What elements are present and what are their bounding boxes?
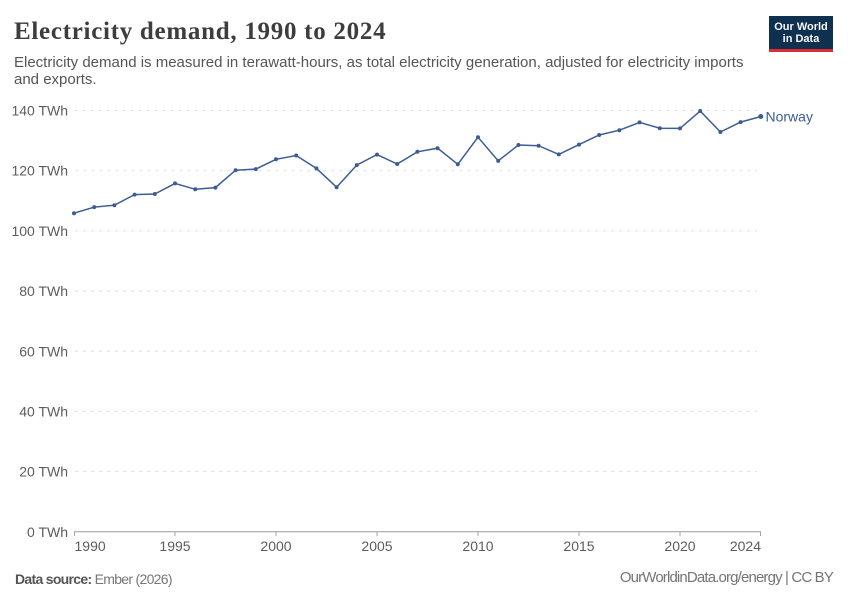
svg-text:80 TWh: 80 TWh: [19, 283, 68, 299]
svg-text:2024: 2024: [730, 538, 761, 554]
svg-text:0 TWh: 0 TWh: [27, 524, 68, 540]
svg-text:2010: 2010: [462, 538, 493, 554]
svg-text:2020: 2020: [664, 538, 695, 554]
svg-text:120 TWh: 120 TWh: [11, 163, 68, 179]
svg-text:60 TWh: 60 TWh: [19, 343, 68, 359]
svg-text:1990: 1990: [75, 538, 106, 554]
svg-text:100 TWh: 100 TWh: [11, 223, 68, 239]
svg-text:1995: 1995: [159, 538, 190, 554]
svg-text:Norway: Norway: [766, 109, 813, 125]
svg-text:2000: 2000: [260, 538, 291, 554]
svg-text:2015: 2015: [563, 538, 594, 554]
svg-text:2005: 2005: [361, 538, 392, 554]
svg-text:40 TWh: 40 TWh: [19, 403, 68, 419]
svg-text:140 TWh: 140 TWh: [11, 103, 68, 119]
svg-text:20 TWh: 20 TWh: [19, 464, 68, 480]
